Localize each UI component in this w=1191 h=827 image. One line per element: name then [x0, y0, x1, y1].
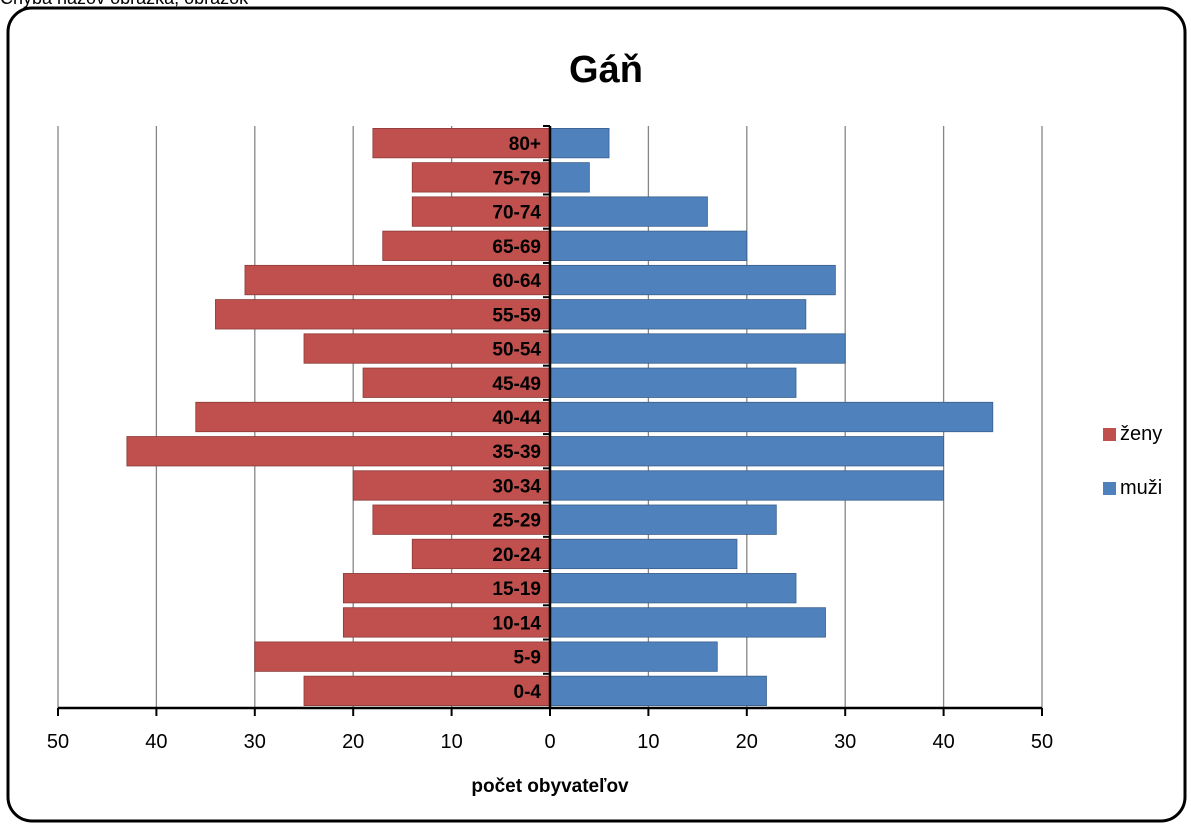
bar-zeny-15-19: [342, 573, 551, 604]
category-label-45-49: 45-49: [492, 374, 541, 395]
category-label-40-44: 40-44: [492, 408, 541, 429]
bar-muzi-70-74: [549, 196, 708, 227]
category-label-55-59: 55-59: [492, 305, 541, 326]
legend-swatch-muzi: [1103, 482, 1116, 495]
bar-zeny-55-59: [215, 299, 551, 330]
bar-muzi-15-19: [549, 573, 797, 604]
bar-zeny-10-14: [342, 607, 551, 638]
bar-muzi-30-34: [549, 470, 945, 501]
bar-muzi-55-59: [549, 299, 807, 330]
x-tick-label: 50: [47, 731, 69, 753]
category-label-70-74: 70-74: [492, 203, 541, 224]
category-label-75-79: 75-79: [492, 168, 541, 189]
x-tick-label: 30: [834, 731, 856, 753]
bar-muzi-80+: [549, 127, 610, 159]
legend-swatch-zeny: [1103, 428, 1116, 441]
x-axis-title: počet obyvateľov: [471, 776, 629, 797]
bar-zeny-60-64: [244, 264, 551, 296]
bar-muzi-75-79: [549, 162, 590, 193]
category-label-15-19: 15-19: [492, 579, 541, 600]
chart-frame: Gáň 0-4 5-9 10-14 15-19 20-24 25-29 30-34 35-39…: [6, 6, 1187, 824]
x-tick-label: 40: [145, 731, 167, 753]
bar-muzi-25-29: [549, 504, 777, 535]
category-labels: 0-4 5-9 10-14 15-19 20-24 25-29 30-34 35-39 40-4…: [492, 134, 541, 703]
bar-zeny-80+: [372, 127, 551, 159]
x-tick-label: 40: [932, 731, 954, 753]
bar-zeny-75-79: [411, 162, 551, 193]
category-label-65-69: 65-69: [492, 237, 541, 258]
legend-label-muzi: muži: [1120, 477, 1162, 499]
bar-muzi-50-54: [549, 333, 846, 364]
x-tick-label: 30: [244, 731, 266, 753]
bar-zeny-70-74: [411, 196, 551, 227]
bar-zeny-30-34: [352, 470, 551, 501]
legend-label-zeny: ženy: [1120, 423, 1162, 445]
bar-muzi-60-64: [549, 264, 836, 296]
figure-caption: Chýba názov obrázka, obrázok: [0, 0, 248, 9]
bar-muzi-65-69: [549, 230, 748, 261]
population-pyramid-chart: Gáň 0-4 5-9 10-14 15-19 20-24 25-29 30-34 35-39…: [6, 6, 1187, 823]
category-label-50-54: 50-54: [492, 340, 541, 361]
bar-muzi-0-4: [549, 675, 767, 707]
x-axis: 50 40 30 20 10 0 10 20 30 40 50: [47, 125, 1053, 753]
legend: ženy muži: [1103, 423, 1162, 499]
category-label-0-4: 0-4: [514, 682, 542, 703]
bar-muzi-5-9: [549, 641, 718, 672]
bar-zeny-40-44: [195, 401, 551, 433]
category-label-60-64: 60-64: [492, 271, 541, 292]
bar-muzi-45-49: [549, 367, 797, 398]
category-label-10-14: 10-14: [492, 613, 541, 634]
bar-zeny-50-54: [303, 333, 551, 364]
x-tick-label: 20: [736, 731, 758, 753]
x-tick-label: 0: [544, 731, 555, 753]
bar-zeny-5-9: [254, 641, 551, 672]
x-tick-label: 20: [342, 731, 364, 753]
x-tick-label: 10: [637, 731, 659, 753]
bars: [126, 127, 994, 707]
bar-zeny-20-24: [411, 538, 551, 570]
category-label-5-9: 5-9: [514, 648, 541, 669]
bar-muzi-10-14: [549, 607, 826, 638]
bar-zeny-35-39: [126, 436, 551, 467]
category-label-80+: 80+: [509, 134, 541, 155]
bar-zeny-65-69: [382, 230, 551, 261]
category-label-35-39: 35-39: [492, 442, 541, 463]
bar-muzi-35-39: [549, 436, 945, 467]
bar-muzi-20-24: [549, 538, 738, 570]
category-label-30-34: 30-34: [492, 476, 541, 497]
bar-muzi-40-44: [549, 401, 994, 433]
category-label-20-24: 20-24: [492, 545, 541, 566]
chart-title: Gáň: [569, 49, 643, 91]
x-tick-label: 10: [440, 731, 462, 753]
category-label-25-29: 25-29: [492, 511, 541, 532]
x-tick-label: 50: [1031, 731, 1053, 753]
bar-zeny-0-4: [303, 675, 551, 707]
